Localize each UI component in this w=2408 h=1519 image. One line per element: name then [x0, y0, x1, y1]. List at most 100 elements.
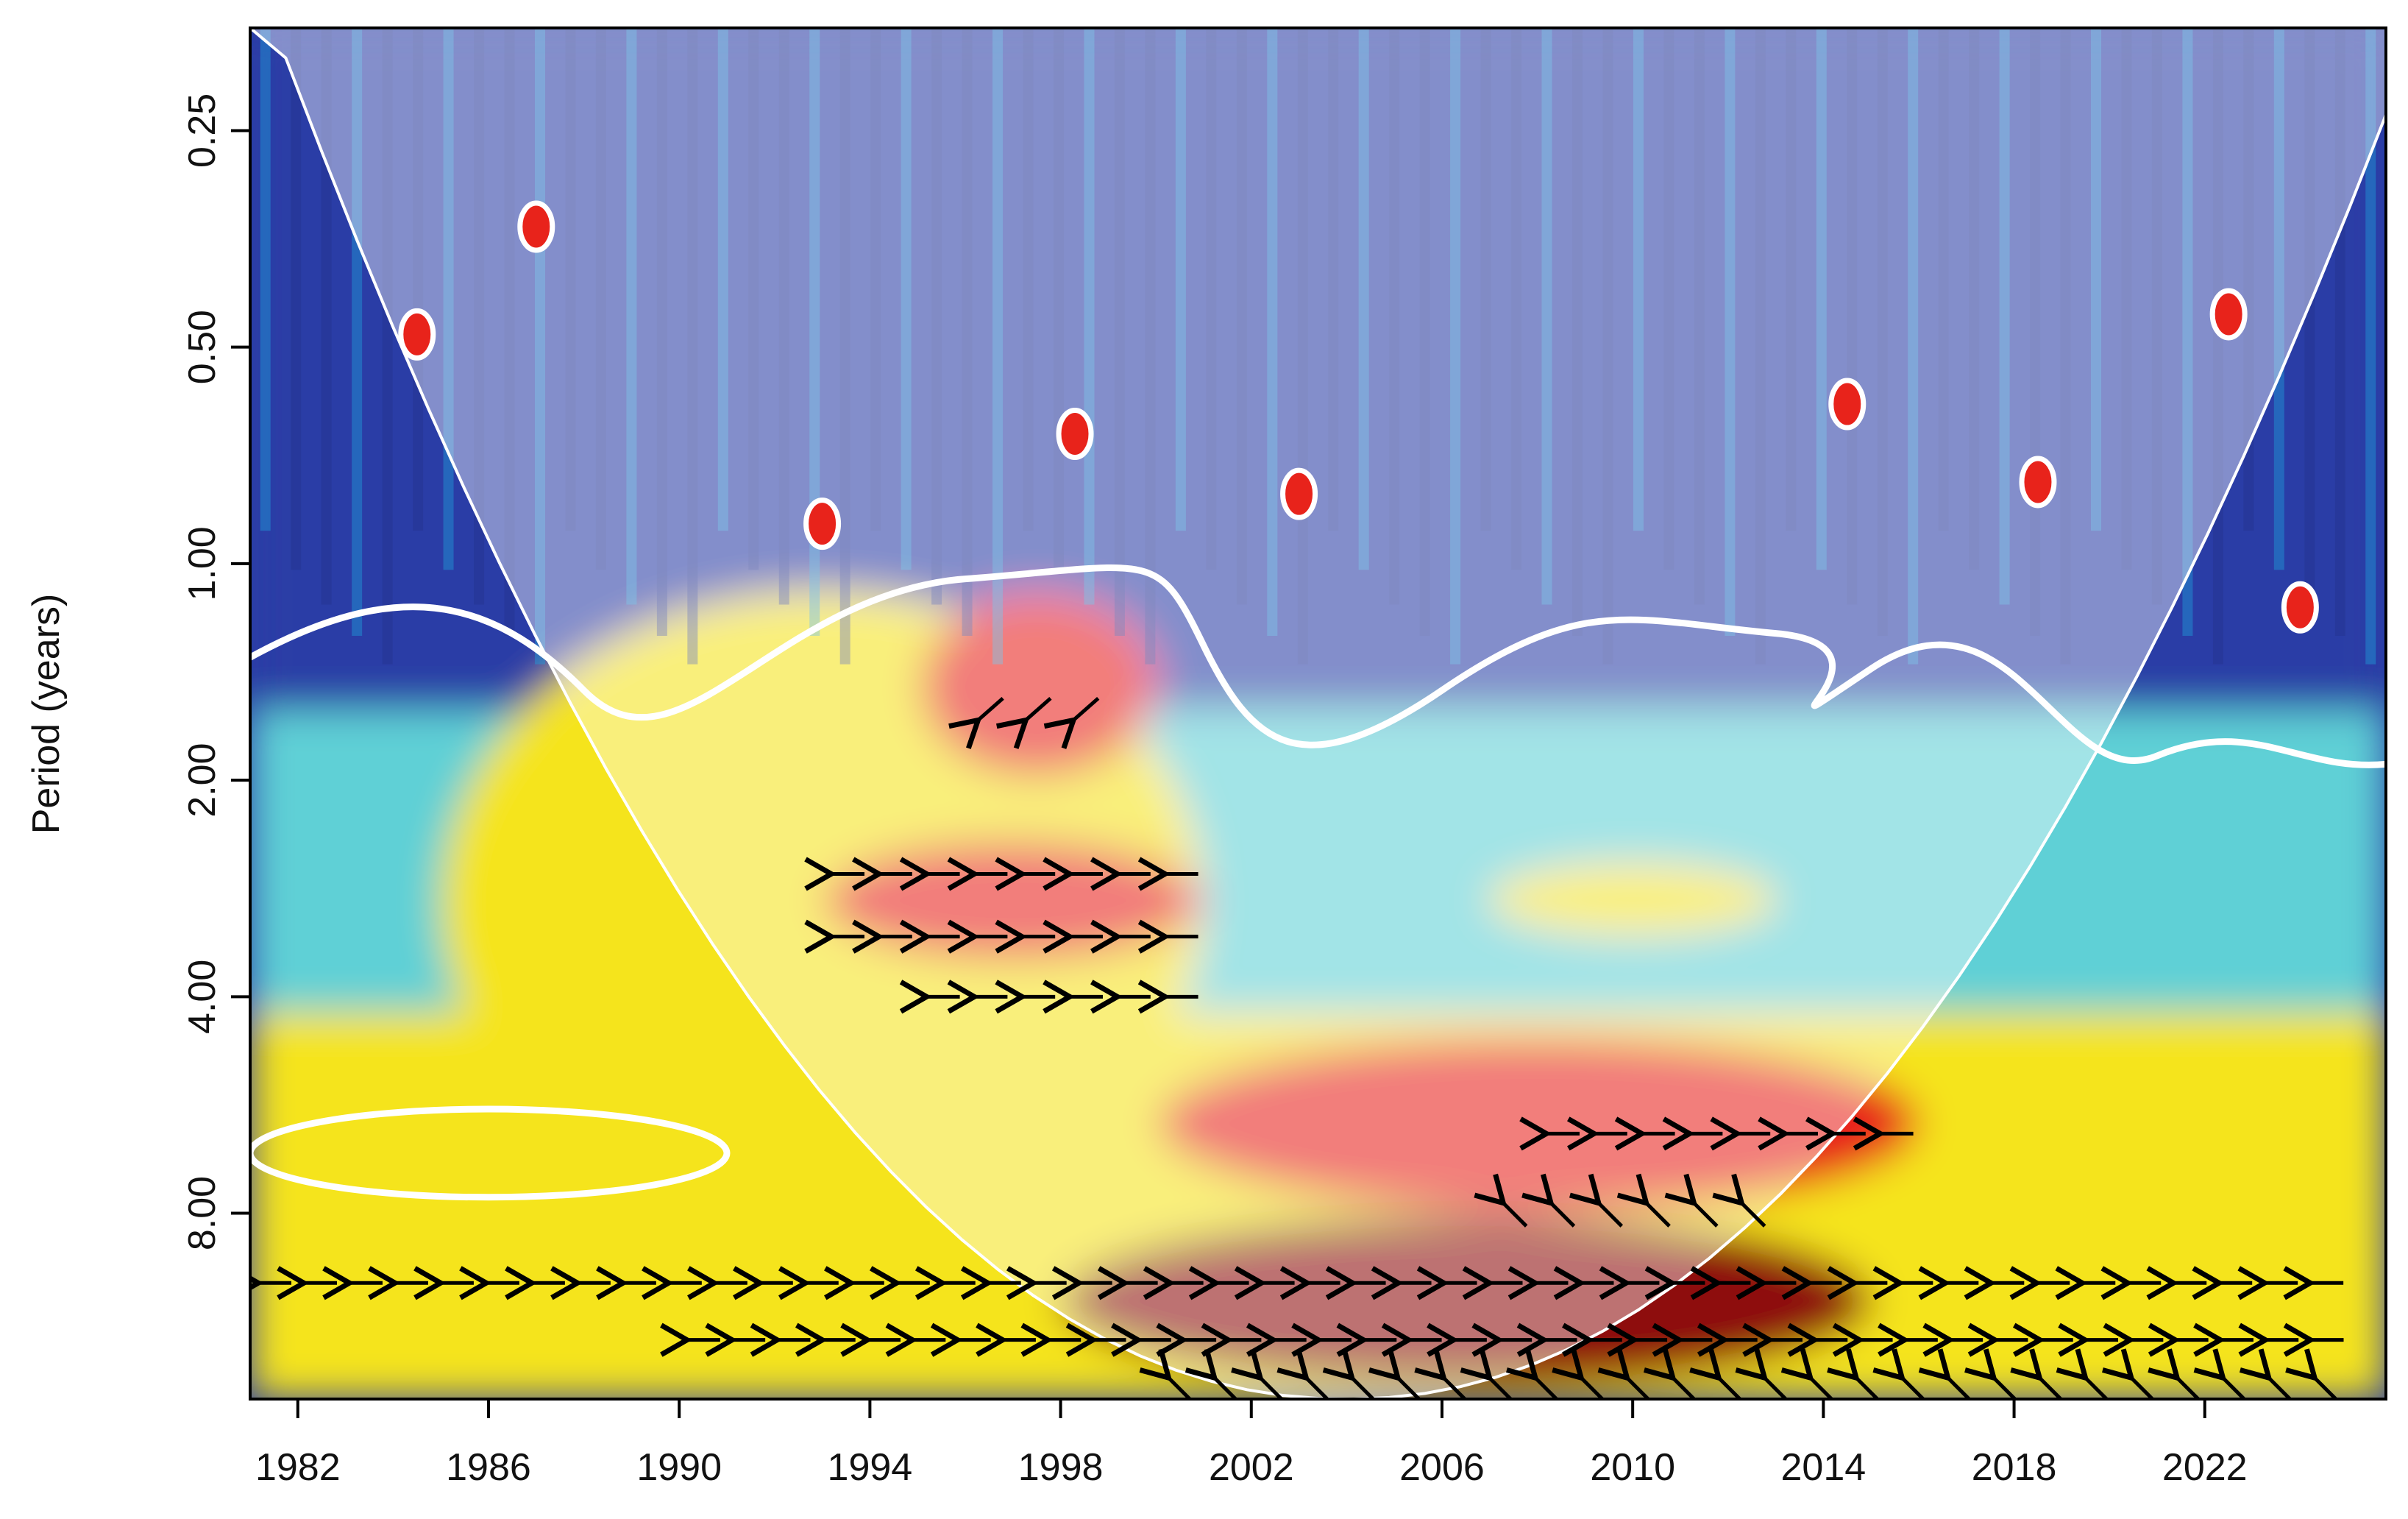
phase-arrow	[2175, 1375, 2201, 1399]
significance-contours	[250, 200, 2386, 1201]
phase-arrow	[1441, 1375, 1468, 1399]
texture-stripe	[931, 28, 942, 605]
significance-contour-small	[2019, 456, 2057, 509]
phase-arrow	[1023, 697, 1052, 723]
texture-stripe	[2151, 28, 2162, 605]
significance-contour-small	[517, 200, 555, 253]
y-axis-label: Period (years)	[25, 594, 68, 835]
texture-stripe	[1419, 28, 1430, 636]
texture-stripe	[2365, 28, 2376, 665]
phase-arrow	[1670, 1375, 1697, 1399]
texture-stripe	[2091, 28, 2102, 531]
phase-arrow	[1762, 1375, 1789, 1399]
x-tick-label: 2018	[1972, 1446, 2057, 1489]
texture-stripe	[1236, 28, 1247, 605]
texture-stripe	[901, 28, 912, 570]
phase-arrow	[2083, 1375, 2109, 1399]
texture-stripe	[870, 28, 881, 531]
texture-stripe	[748, 28, 759, 570]
texture-stripe	[1816, 28, 1827, 570]
phase-arrow	[1624, 1375, 1651, 1399]
x-tick-label: 1986	[446, 1446, 531, 1489]
phase-arrow	[1487, 1375, 1513, 1399]
texture-stripe	[352, 28, 363, 636]
y-tick-label: 1.00	[181, 526, 224, 601]
texture-stripe	[1755, 28, 1766, 665]
x-tick-label: 2010	[1590, 1446, 1675, 1489]
significance-contour-small	[2281, 581, 2319, 634]
phase-arrow	[1644, 1200, 1671, 1228]
phase-arrow	[1716, 1375, 1743, 1399]
phase-arrow	[1808, 1375, 1835, 1399]
texture-stripe	[2334, 28, 2345, 636]
texture-stripe	[992, 28, 1004, 665]
texture-stripe	[1480, 28, 1491, 531]
texture-stripe	[778, 28, 789, 605]
texture-stripe	[291, 28, 302, 570]
coherence-region-6	[1489, 862, 1776, 937]
phase-arrow	[1739, 1200, 1766, 1228]
texture-stripe	[474, 28, 485, 605]
texture-stripe	[2243, 28, 2254, 531]
y-tick-label: 0.25	[181, 93, 224, 168]
texture-stripe	[1602, 28, 1613, 665]
x-tick-label: 2014	[1781, 1446, 1867, 1489]
x-tick-label: 1982	[255, 1446, 341, 1489]
x-tick-label: 2006	[1399, 1446, 1485, 1489]
x-tick-label: 2022	[2162, 1446, 2248, 1489]
plot-frame	[249, 26, 2387, 1401]
texture-stripe	[1450, 28, 1461, 665]
texture-stripe	[2060, 28, 2071, 665]
texture-stripe	[962, 28, 973, 636]
phase-arrow	[1304, 1375, 1330, 1399]
texture-stripe	[2182, 28, 2193, 636]
texture-stripe	[1908, 28, 1919, 665]
texture-stripe	[260, 28, 271, 531]
y-tick-label: 8.00	[181, 1176, 224, 1250]
texture-stripe	[809, 28, 820, 636]
vertical-texture	[260, 28, 2376, 665]
phase-arrow	[1070, 697, 1100, 723]
texture-stripe	[382, 28, 393, 665]
texture-stripe	[2273, 28, 2284, 570]
phase-arrow	[2037, 1375, 2064, 1399]
texture-stripe	[656, 28, 667, 636]
phase-arrow	[2266, 1375, 2293, 1399]
texture-stripe	[839, 28, 850, 665]
texture-stripe	[1694, 28, 1705, 605]
significance-contour-small	[2209, 288, 2248, 341]
texture-stripe	[2121, 28, 2132, 570]
texture-stripe	[1511, 28, 1522, 570]
significance-contour-small	[1280, 467, 1318, 520]
significance-contour-small	[1828, 378, 1867, 431]
phase-arrow	[2220, 1375, 2247, 1399]
x-axis: 1982 1986 1990 1994 1998 2002 2006 2010 2014 2018…	[255, 1399, 2248, 1489]
phase-arrow	[1395, 1375, 1422, 1399]
texture-stripe	[1572, 28, 1583, 636]
significance-contour-small	[803, 498, 842, 550]
texture-stripe	[1541, 28, 1552, 605]
phase-arrow	[976, 697, 1004, 723]
texture-stripe	[1175, 28, 1186, 531]
texture-stripe	[595, 28, 606, 570]
phase-arrow	[1257, 1375, 1285, 1399]
texture-stripe	[1847, 28, 1858, 605]
texture-stripe	[1206, 28, 1217, 570]
texture-stripe	[687, 28, 698, 665]
x-tick-label: 1990	[636, 1446, 722, 1489]
phase-arrow	[1349, 1375, 1376, 1399]
y-tick-label: 4.00	[181, 960, 224, 1034]
x-tick-label: 1998	[1018, 1446, 1104, 1489]
texture-stripe	[1328, 28, 1339, 531]
y-tick-label: 2.00	[181, 743, 224, 818]
plot-area	[250, 28, 2386, 1399]
texture-stripe	[1877, 28, 1888, 636]
significance-contour-small	[1056, 408, 1094, 461]
phase-arrow	[1853, 1375, 1880, 1399]
phase-arrow	[1212, 1375, 1239, 1399]
phase-arrow	[2128, 1375, 2156, 1399]
y-tick-label: 0.50	[181, 310, 224, 384]
texture-stripe	[1084, 28, 1095, 605]
texture-stripe	[1969, 28, 1980, 570]
